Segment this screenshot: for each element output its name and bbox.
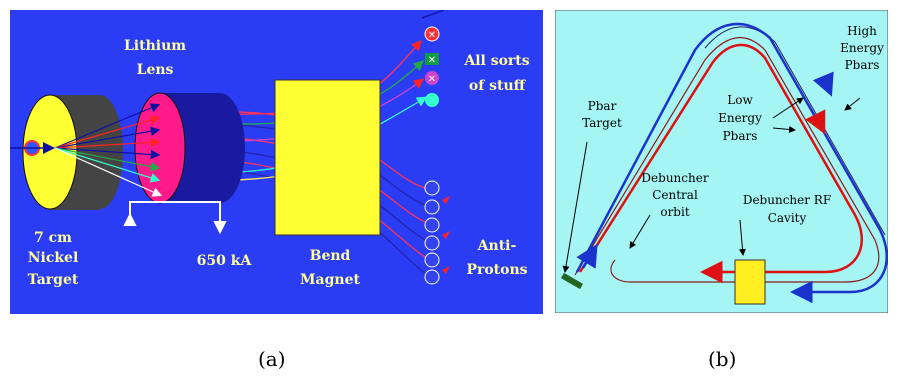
label-stuff-1: All sorts	[463, 53, 529, 69]
low-energy-path	[578, 43, 863, 284]
nickel-target	[22, 94, 123, 210]
label-target-3: Target	[28, 272, 79, 288]
label-pbar-target-2: Target	[582, 116, 622, 130]
caption-b: (b)	[708, 347, 737, 371]
outer-thin-orbit	[704, 26, 886, 236]
high-energy-path	[575, 22, 888, 304]
pbar-target	[560, 272, 584, 290]
current-leads	[123, 201, 227, 235]
panel-b-diagram: High Energy Pbars Low Energy Pbars Pbar …	[555, 10, 888, 313]
label-central-orbit-3: orbit	[660, 205, 689, 219]
label-high-energy-1: High	[847, 24, 877, 38]
target-to-lens-beams	[54, 103, 163, 197]
label-central-orbit-2: Central	[652, 188, 698, 202]
label-rf-cavity-2: Cavity	[768, 211, 807, 225]
label-pbar-target-1: Pbar	[588, 99, 617, 113]
label-high-energy-2: Energy	[840, 41, 884, 55]
label-central-orbit-1: Debuncher	[641, 171, 708, 185]
label-high-energy-3: Pbars	[845, 58, 880, 72]
lithium-lens	[134, 92, 245, 204]
label-lithium-1: Lithium	[124, 38, 186, 54]
svg-text:✕: ✕	[428, 30, 436, 41]
antiproton-markers	[424, 180, 450, 285]
label-target-2: Nickel	[28, 250, 79, 266]
caption-a: (a)	[258, 347, 286, 371]
panel-b-background	[555, 10, 888, 313]
label-stuff-2: of stuff	[469, 78, 527, 94]
low-energy-arrow	[805, 109, 826, 135]
label-lithium-2: Lens	[137, 62, 174, 78]
label-antiprotons-2: Protons	[466, 262, 527, 278]
svg-text:✕: ✕	[428, 55, 436, 66]
label-rf-cavity-1: Debuncher RF	[743, 193, 831, 207]
stuff-markers: ✕ ✕ ✕	[421, 10, 445, 107]
label-magnet-2: Magnet	[300, 272, 360, 288]
label-target-1: 7 cm	[34, 230, 72, 246]
panel-a-diagram: ✕ ✕ ✕ Lithium Lens All sorts of stuff 7 …	[10, 10, 543, 314]
central-orbit	[574, 37, 880, 283]
label-magnet-1: Bend	[310, 248, 351, 264]
label-low-energy-1: Low	[727, 93, 753, 107]
svg-text:✕: ✕	[428, 74, 436, 85]
pointer-arrows	[562, 97, 861, 273]
label-antiprotons-1: Anti-	[477, 238, 517, 254]
target-beam-arrow	[576, 243, 598, 269]
label-low-energy-2: Energy	[718, 111, 762, 125]
bend-magnet	[274, 79, 381, 236]
label-low-energy-3: Pbars	[723, 129, 758, 143]
high-energy-arrow	[812, 71, 834, 97]
label-current: 650 kA	[197, 253, 253, 269]
rf-cavity	[734, 259, 766, 305]
